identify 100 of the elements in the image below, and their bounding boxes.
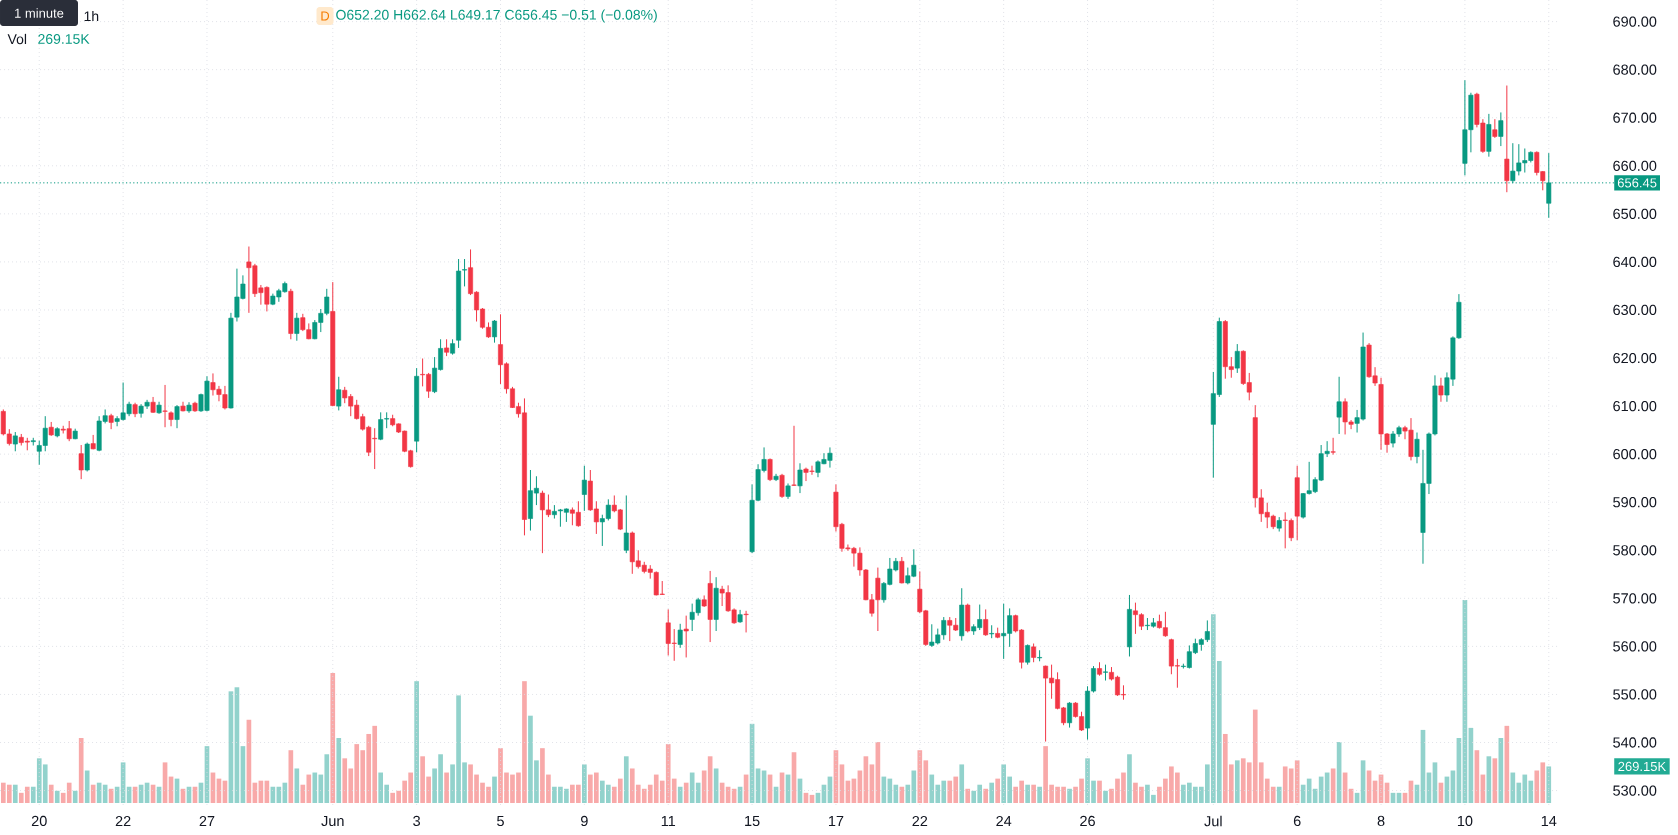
candlestick — [492, 319, 497, 344]
y-tick-label: 690.00 — [1613, 16, 1657, 27]
bar — [336, 738, 342, 803]
annotation: O652.20 H662.64 L649.17 C656.45 −0.51 (−0.08%) — [336, 9, 657, 23]
x-tick-label: 9 — [581, 815, 588, 827]
candlestick — [294, 312, 300, 342]
bar — [294, 768, 300, 803]
bar — [1031, 784, 1036, 803]
bar — [1234, 760, 1240, 803]
x-tick-label: 24 — [996, 815, 1012, 827]
candlestick — [623, 494, 629, 554]
bar — [983, 788, 989, 803]
candlestick — [12, 431, 18, 452]
candlestick — [78, 444, 84, 480]
candlestick — [1067, 701, 1073, 729]
y-tick-label: 610.00 — [1613, 400, 1657, 412]
candlestick — [899, 556, 905, 584]
x-tick-label: 15 — [745, 815, 760, 827]
candlestick — [581, 465, 587, 512]
ref-line-label: 656.45 — [1617, 178, 1657, 188]
bar — [1025, 784, 1030, 803]
bar — [1127, 754, 1132, 803]
bar — [683, 782, 689, 803]
y-tick-label: 540.00 — [1613, 737, 1657, 748]
annotation: 1 minute — [15, 8, 64, 18]
y-tick-label: 600.00 — [1613, 449, 1657, 460]
bar — [54, 790, 60, 803]
y-tick-label: 680.00 — [1613, 64, 1657, 75]
x-tick-label: 27 — [199, 815, 215, 827]
annotation: Vol — [7, 33, 27, 45]
candlestick — [1336, 376, 1342, 435]
x-tick-label: Jun — [321, 815, 344, 827]
bar — [959, 764, 965, 803]
candlestick — [1438, 377, 1444, 403]
candlestick — [1025, 643, 1031, 666]
x-tick-label: 6 — [1293, 815, 1301, 827]
candlestick — [1492, 118, 1498, 139]
candlestick — [683, 615, 689, 658]
y-tick-label: 650.00 — [1613, 208, 1657, 219]
candlestick — [677, 623, 683, 649]
x-tick-label: 22 — [912, 815, 928, 827]
candlestick — [336, 376, 342, 411]
bar — [582, 764, 587, 803]
bar — [12, 784, 18, 803]
candlestick — [1414, 432, 1420, 464]
x-tick-label: 10 — [1457, 815, 1473, 827]
x-tick-label: 22 — [115, 815, 131, 827]
bar — [330, 673, 336, 803]
candlestick — [797, 462, 803, 494]
bar — [677, 786, 683, 803]
candlestick — [174, 404, 180, 429]
candlestick — [743, 610, 749, 633]
text: 1h — [84, 10, 99, 22]
y-tick-label: 640.00 — [1613, 256, 1657, 268]
y-tick-label: 660.00 — [1613, 160, 1657, 171]
bar — [989, 782, 995, 803]
bar — [492, 776, 497, 803]
y-tick-label: 630.00 — [1613, 304, 1657, 316]
x-tick-label: Jul — [1204, 815, 1222, 827]
bar — [1546, 766, 1552, 803]
y-tick-label: 570.00 — [1613, 593, 1657, 604]
bar — [623, 756, 629, 803]
x-tick-label: 26 — [1080, 815, 1095, 827]
y-tick-label: 620.00 — [1613, 352, 1657, 364]
x-tick-label: 17 — [828, 816, 844, 826]
x-tick-label: 14 — [1541, 816, 1557, 826]
candlestick — [1330, 437, 1336, 456]
bar — [414, 681, 419, 803]
bar — [1103, 790, 1108, 803]
y-tick-label: 590.00 — [1613, 497, 1657, 508]
x-tick-label: 11 — [661, 816, 676, 826]
bar — [444, 772, 449, 803]
candlestick — [162, 384, 168, 428]
y-tick-label: 560.00 — [1613, 641, 1657, 652]
bar — [1097, 780, 1102, 803]
bar — [1276, 786, 1282, 803]
bar — [899, 786, 905, 803]
candlestick — [1031, 643, 1037, 663]
y-tick-label: 670.00 — [1613, 112, 1657, 123]
bar — [48, 784, 54, 803]
x-tick-label: 20 — [31, 815, 47, 827]
annotation: 269.15K — [38, 34, 90, 44]
y-tick-label: 530.00 — [1613, 785, 1657, 796]
candlestick — [779, 473, 785, 499]
candlestick — [767, 457, 773, 482]
bar — [78, 738, 84, 803]
candlestick — [1504, 85, 1510, 193]
candlestick — [1498, 111, 1504, 147]
candlestick — [168, 410, 174, 427]
candlestick — [791, 425, 797, 487]
y-tick-label: 580.00 — [1613, 545, 1657, 556]
bar — [72, 790, 78, 803]
x-tick-label: 8 — [1377, 815, 1385, 827]
candlestick — [983, 608, 989, 637]
bar — [1067, 788, 1072, 803]
bar — [1037, 786, 1042, 803]
bar — [995, 778, 1001, 803]
candlestick — [1234, 343, 1240, 374]
y-tick-label: 550.00 — [1613, 689, 1657, 700]
bar — [965, 788, 971, 803]
